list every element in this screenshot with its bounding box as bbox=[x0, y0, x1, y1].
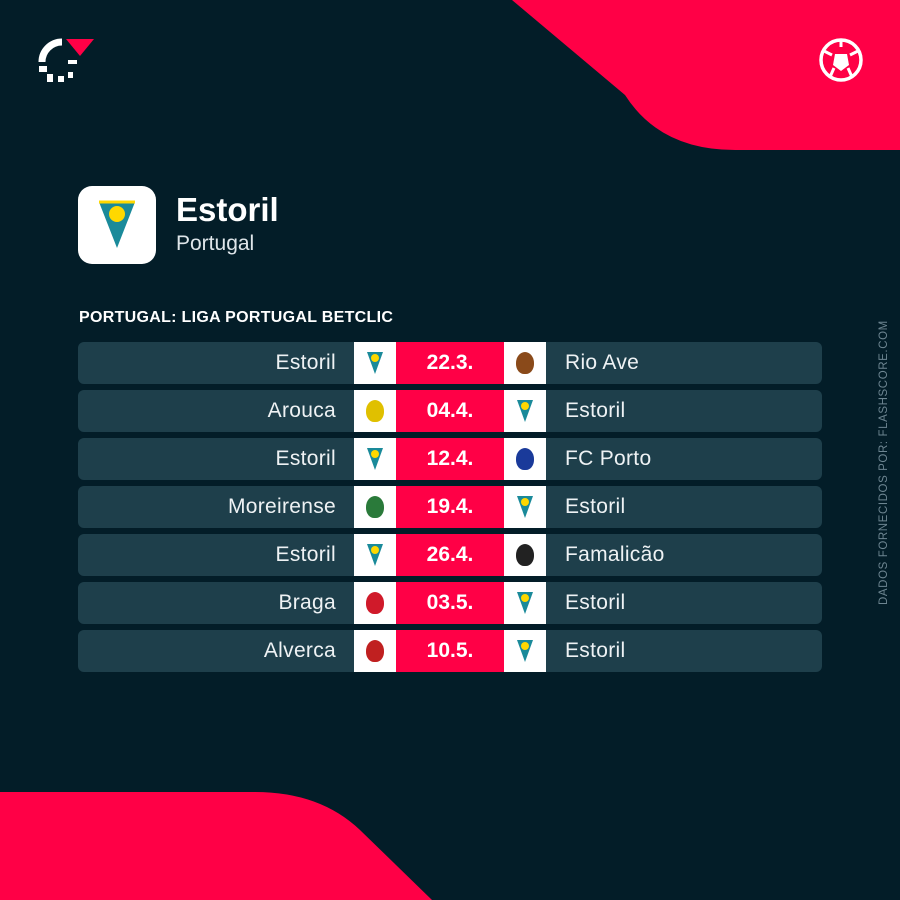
away-crest bbox=[504, 582, 546, 624]
team-country: Portugal bbox=[176, 232, 255, 255]
home-team: Estoril bbox=[275, 447, 336, 470]
away-team: Estoril bbox=[565, 639, 626, 662]
home-crest bbox=[354, 438, 396, 480]
away-crest bbox=[504, 438, 546, 480]
match-date: 10.5. bbox=[396, 630, 504, 672]
match-date: 04.4. bbox=[396, 390, 504, 432]
away-crest bbox=[504, 486, 546, 528]
home-crest bbox=[354, 534, 396, 576]
home-crest bbox=[354, 582, 396, 624]
match-date: 22.3. bbox=[396, 342, 504, 384]
team-name: Estoril bbox=[176, 191, 279, 228]
match-row[interactable]: Arouca 04.4. Estoril bbox=[78, 390, 822, 432]
home-crest bbox=[354, 342, 396, 384]
home-crest bbox=[354, 630, 396, 672]
home-team: Estoril bbox=[275, 543, 336, 566]
away-team: Estoril bbox=[565, 399, 626, 422]
away-crest bbox=[504, 630, 546, 672]
home-team: Alverca bbox=[263, 639, 336, 662]
match-date: 26.4. bbox=[396, 534, 504, 576]
match-row[interactable]: Braga 03.5. Estoril bbox=[78, 582, 822, 624]
home-team: Arouca bbox=[267, 399, 336, 422]
away-team: Famalicão bbox=[565, 543, 665, 566]
away-team: Estoril bbox=[565, 591, 626, 614]
match-date: 03.5. bbox=[396, 582, 504, 624]
flashscore-logo bbox=[38, 38, 94, 82]
home-team: Moreirense bbox=[227, 495, 336, 518]
home-team: Braga bbox=[278, 591, 336, 614]
home-crest bbox=[354, 486, 396, 528]
match-row[interactable]: Alverca 10.5. Estoril bbox=[78, 630, 822, 672]
team-crest bbox=[78, 186, 156, 264]
away-team: Rio Ave bbox=[565, 351, 640, 374]
match-row[interactable]: Moreirense 19.4. Estoril bbox=[78, 486, 822, 528]
away-team: Estoril bbox=[565, 495, 626, 518]
league-title: PORTUGAL: LIGA PORTUGAL BETCLIC bbox=[79, 309, 394, 326]
home-team: Estoril bbox=[275, 351, 336, 374]
match-row[interactable]: Estoril 22.3. Rio Ave bbox=[78, 342, 822, 384]
away-crest bbox=[504, 342, 546, 384]
match-date: 12.4. bbox=[396, 438, 504, 480]
data-credit: DADOS FORNECIDOS POR: FLASHSCORE.COM bbox=[878, 320, 890, 605]
match-row[interactable]: Estoril 12.4. FC Porto bbox=[78, 438, 822, 480]
away-crest bbox=[504, 390, 546, 432]
match-date: 19.4. bbox=[396, 486, 504, 528]
soccer-ball-icon bbox=[819, 38, 863, 82]
match-row[interactable]: Estoril 26.4. Famalicão bbox=[78, 534, 822, 576]
away-crest bbox=[504, 534, 546, 576]
home-crest bbox=[354, 390, 396, 432]
away-team: FC Porto bbox=[565, 447, 652, 470]
